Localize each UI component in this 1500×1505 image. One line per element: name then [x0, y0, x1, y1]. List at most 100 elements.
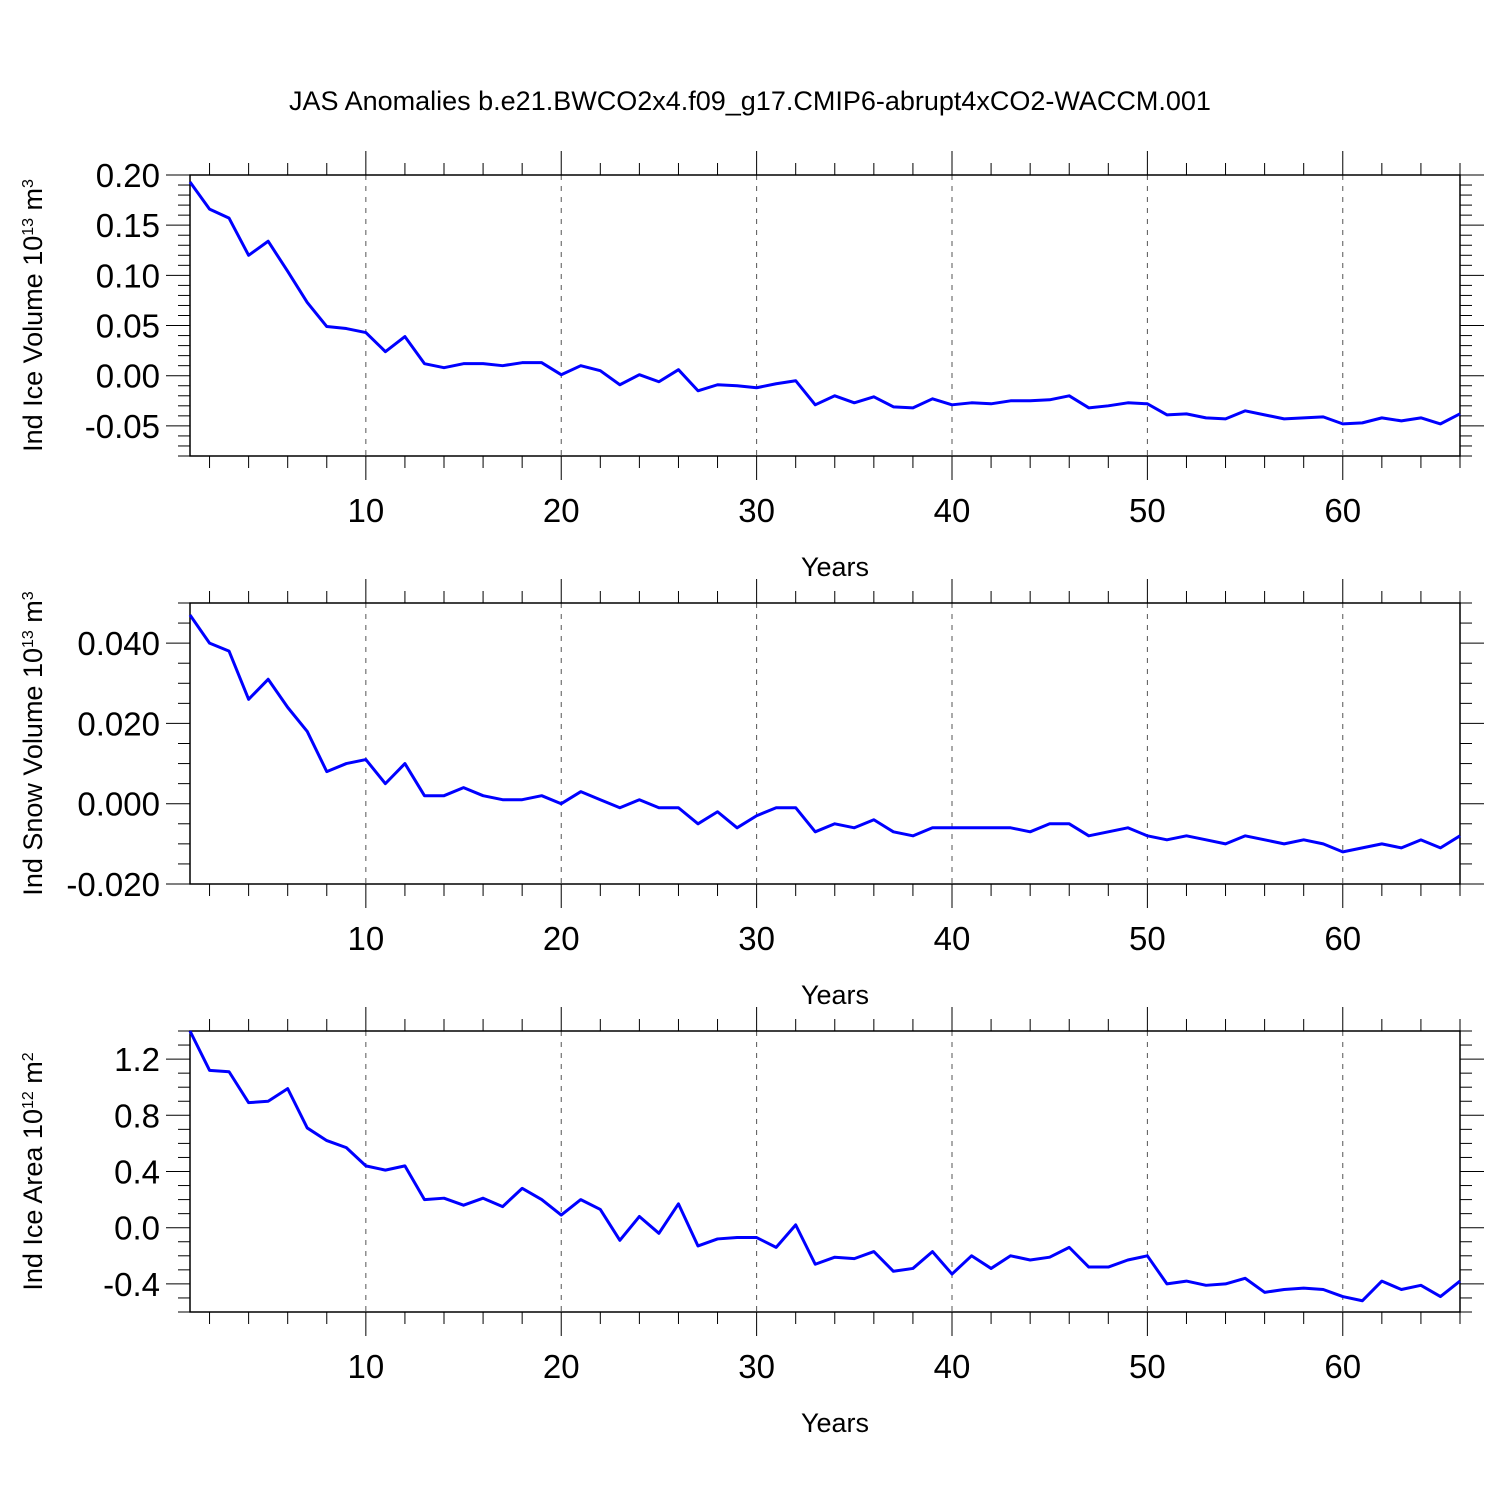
data-point [1400, 847, 1402, 849]
data-point [638, 799, 640, 801]
data-point [560, 803, 562, 805]
data-point [1263, 414, 1265, 416]
data-point [1302, 1287, 1304, 1289]
data-point [423, 1198, 425, 1200]
data-point [1107, 1266, 1109, 1268]
data-point [540, 794, 542, 796]
y-tick-label: 0.15 [96, 207, 160, 244]
data-point [501, 1205, 503, 1207]
data-point [736, 827, 738, 829]
data-point [619, 807, 621, 809]
data-point [208, 642, 210, 644]
data-point [1088, 1266, 1090, 1268]
data-point [658, 381, 660, 383]
x-tick-label: 20 [543, 492, 580, 529]
data-point [1088, 835, 1090, 837]
data-point [697, 1245, 699, 1247]
data-point [1439, 847, 1441, 849]
data-point [1068, 823, 1070, 825]
data-point [814, 404, 816, 406]
data-point [697, 390, 699, 392]
data-point [1459, 1280, 1461, 1282]
data-point [794, 380, 796, 382]
data-point [365, 758, 367, 760]
data-point [482, 1197, 484, 1199]
y-axis-title-text: Ind Snow Volume 10 [18, 648, 48, 896]
data-point [306, 1127, 308, 1129]
y-tick-label: 0.4 [114, 1154, 160, 1191]
data-point [1029, 1259, 1031, 1261]
data-point [1283, 1288, 1285, 1290]
data-point [384, 782, 386, 784]
y-axis-title-text: m [18, 188, 48, 218]
data-point [365, 331, 367, 333]
data-point [521, 1187, 523, 1189]
x-tick-label: 20 [543, 1348, 580, 1385]
data-point [1127, 1259, 1129, 1261]
data-point [658, 1232, 660, 1234]
data-point [247, 254, 249, 256]
data-point [1283, 418, 1285, 420]
data-point [677, 807, 679, 809]
data-point [1088, 407, 1090, 409]
data-point [1420, 417, 1422, 419]
data-point [189, 614, 191, 616]
data-point [443, 366, 445, 368]
data-point [755, 815, 757, 817]
data-point [892, 831, 894, 833]
data-point [716, 384, 718, 386]
data-point [1302, 839, 1304, 841]
data-point [794, 807, 796, 809]
series-line [188, 181, 1461, 426]
y-tick-label: -0.4 [103, 1266, 160, 1303]
data-point [1361, 1300, 1363, 1302]
x-tick-label: 30 [738, 1348, 775, 1385]
data-point [247, 698, 249, 700]
y-axis-title-superscript: 13 [20, 218, 37, 236]
data-point [384, 350, 386, 352]
data-point [599, 799, 601, 801]
data-point [931, 1250, 933, 1252]
data-point [286, 270, 288, 272]
data-point [951, 404, 953, 406]
x-tick-label: 50 [1129, 920, 1166, 957]
data-point [1400, 1288, 1402, 1290]
data-point [873, 1250, 875, 1252]
data-point [677, 368, 679, 370]
data-point [1439, 1295, 1441, 1297]
data-point [736, 1236, 738, 1238]
data-point [755, 387, 757, 389]
data-point [267, 678, 269, 680]
data-point [286, 1087, 288, 1089]
data-point [462, 786, 464, 788]
data-point [1107, 405, 1109, 407]
data-point [1263, 839, 1265, 841]
data-point [1205, 417, 1207, 419]
data-point [365, 1165, 367, 1167]
y-axis-title: Ind Ice Volume 1013 m3 [18, 179, 48, 452]
data-point [306, 730, 308, 732]
data-point [247, 1101, 249, 1103]
x-tick-label: 10 [347, 492, 384, 529]
data-point [208, 208, 210, 210]
data-point [1009, 1255, 1011, 1257]
data-point [404, 335, 406, 337]
data-point [1224, 418, 1226, 420]
data-point [482, 794, 484, 796]
data-point [1146, 403, 1148, 405]
plot-panel-2: 10 20 30 40 50 60 -0.020 0.000 0.020 0.040 Years In… [18, 579, 1484, 1010]
data-point [1322, 1288, 1324, 1290]
data-point [560, 374, 562, 376]
data-point [208, 1069, 210, 1071]
data-point [1029, 831, 1031, 833]
data-point [1068, 395, 1070, 397]
data-point [951, 827, 953, 829]
data-point [1185, 1280, 1187, 1282]
data-point [1439, 423, 1441, 425]
data-point [814, 831, 816, 833]
data-point [1166, 839, 1168, 841]
data-point [1302, 417, 1304, 419]
data-point [189, 1030, 191, 1032]
data-point [814, 1263, 816, 1265]
